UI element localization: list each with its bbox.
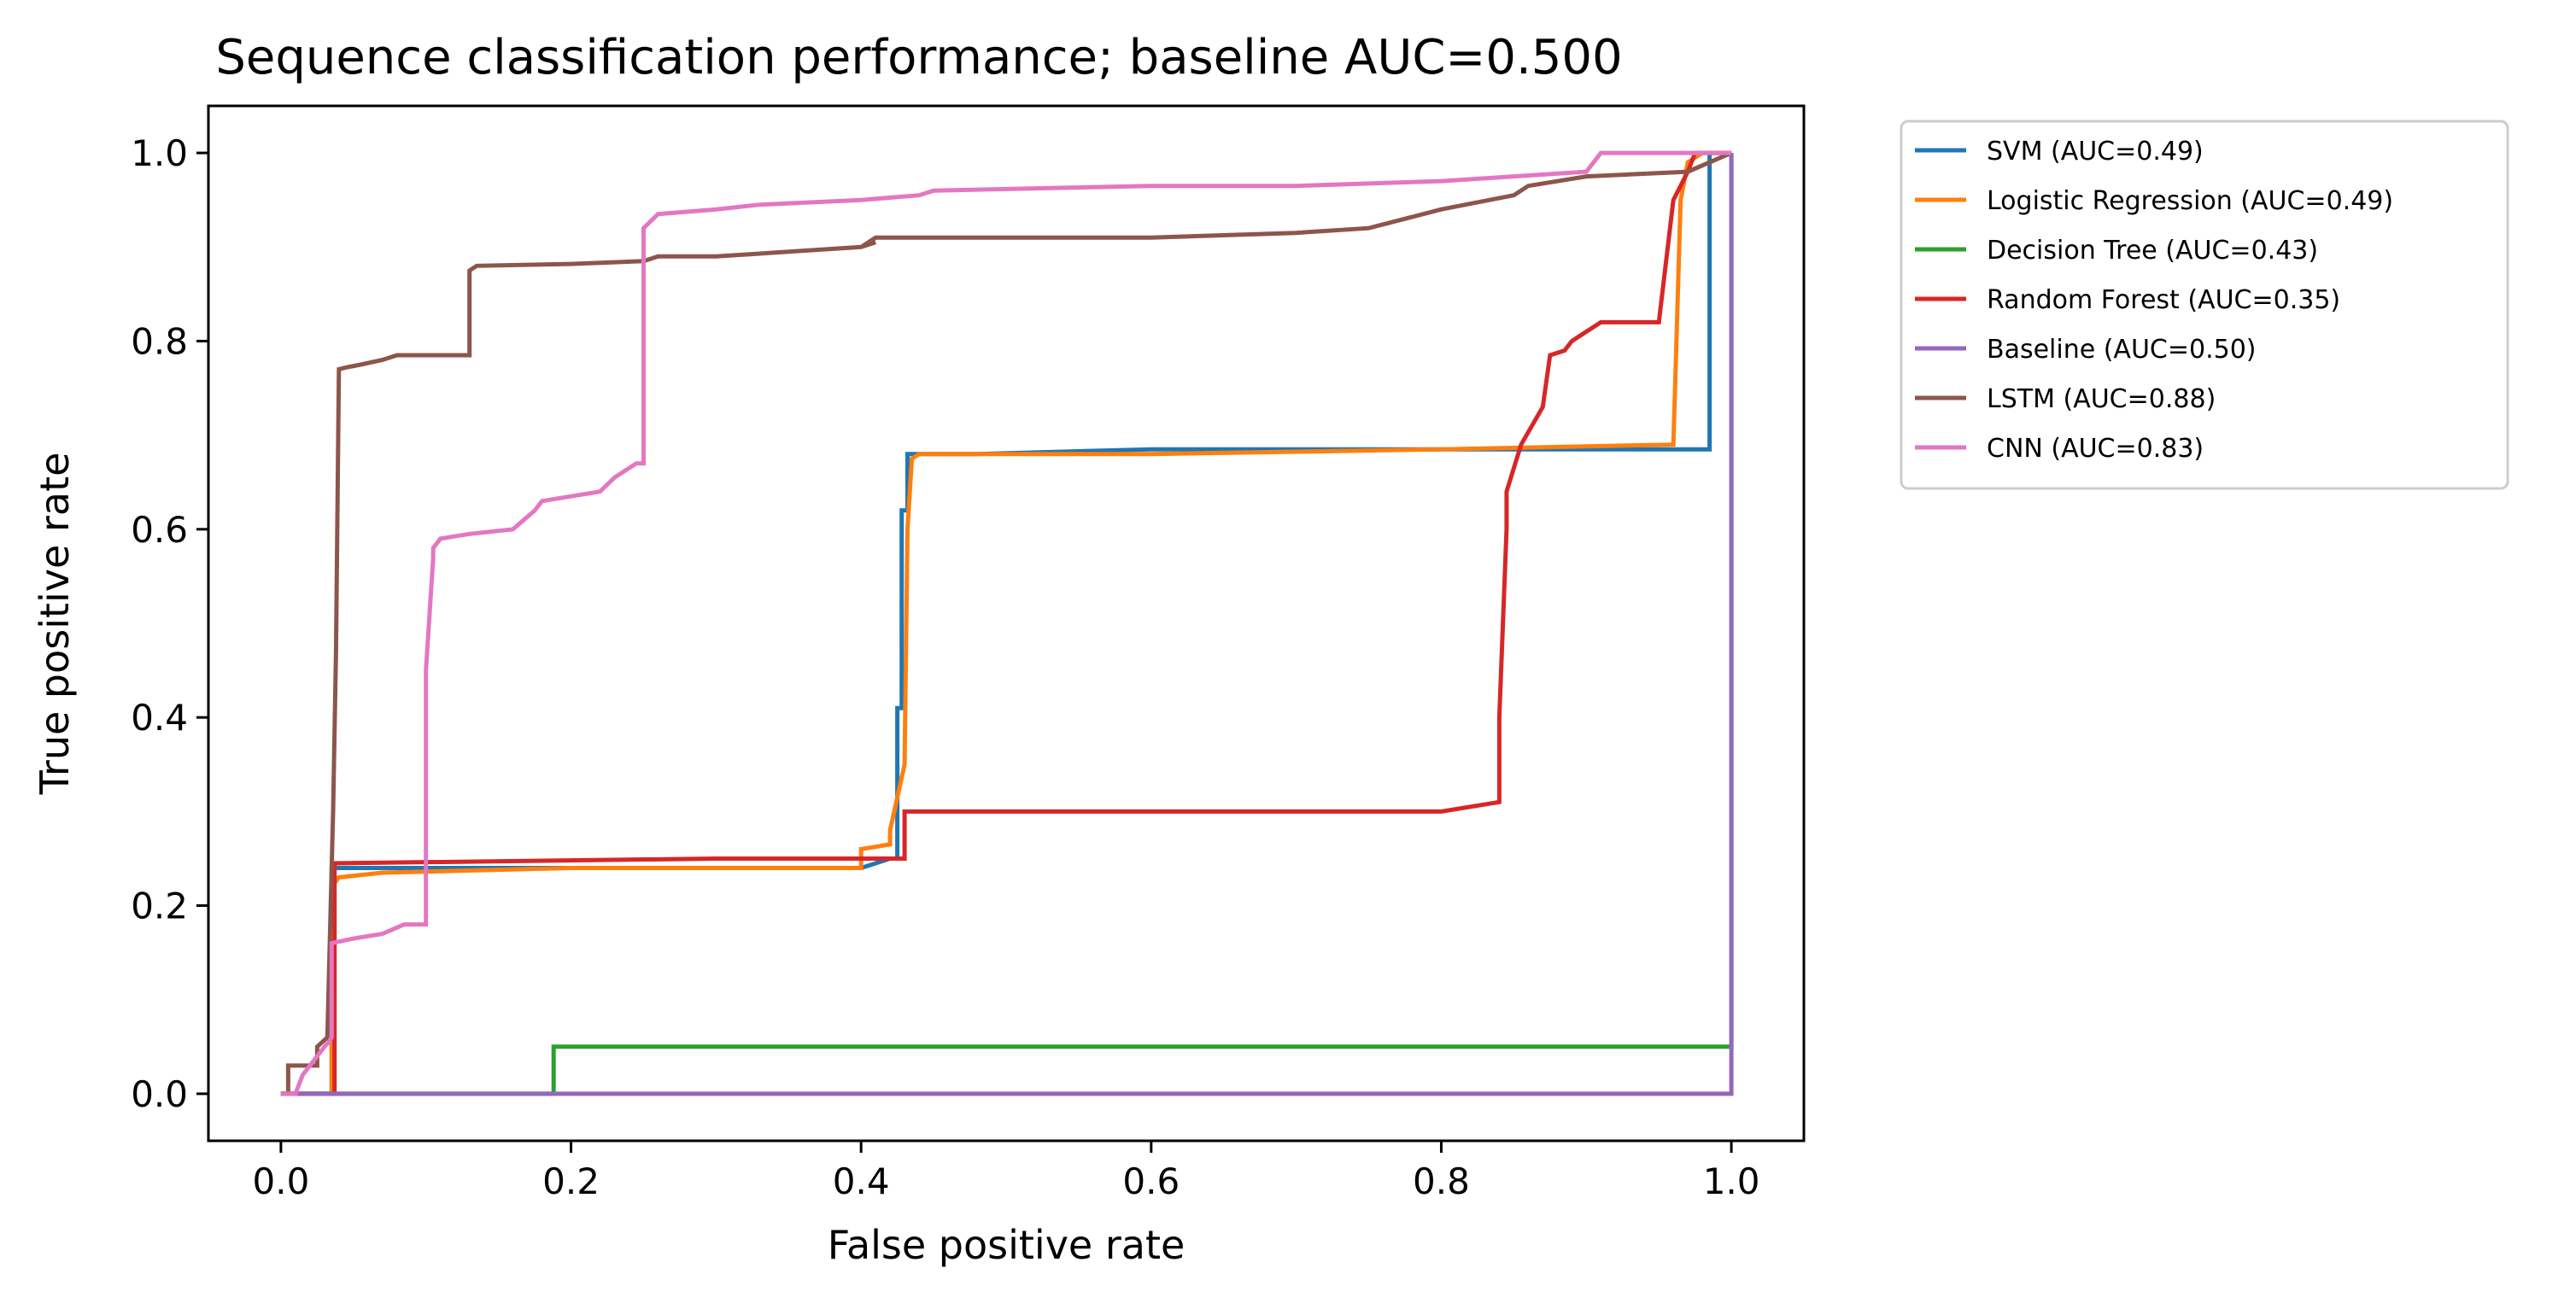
x-tick-label: 0.0 [253,1160,310,1202]
y-tick-label: 0.4 [131,697,188,739]
x-tick-label: 0.4 [833,1160,890,1202]
y-tick-label: 0.6 [131,509,188,551]
x-tick-label: 0.2 [542,1160,600,1202]
plot-frame [207,104,1806,1143]
series-line-4 [280,153,1734,1096]
plot-area [208,106,1804,1141]
y-tick-label: 1.0 [131,132,188,174]
legend-label-3: Random Forest (AUC=0.35) [1987,285,2340,315]
legend-label-1: Logistic Regression (AUC=0.49) [1987,186,2393,216]
series-line-3 [280,150,1732,1096]
y-tick-label: 0.8 [131,320,188,362]
series-layer [280,150,1734,1096]
x-tick-label: 0.8 [1413,1160,1470,1202]
legend-label-0: SVM (AUC=0.49) [1987,137,2204,167]
y-tick-label: 0.0 [131,1073,188,1115]
legend-label-6: CNN (AUC=0.83) [1987,434,2204,464]
legend-box [1900,120,2509,490]
series-line-1 [280,150,1732,1096]
legend: SVM (AUC=0.49) Logistic Regression (AUC=0… [1900,120,2509,490]
legend-label-4: Baseline (AUC=0.50) [1987,335,2257,365]
y-axis: 0.0 0.2 0.4 0.6 0.8 1.0 [131,132,208,1115]
x-tick-label: 0.6 [1122,1160,1180,1202]
legend-label-2: Decision Tree (AUC=0.43) [1987,236,2318,266]
x-tick-label: 1.0 [1703,1160,1760,1202]
legend-label-5: LSTM (AUC=0.88) [1987,384,2216,414]
x-axis-label: False positive rate [828,1222,1186,1268]
y-axis-label: True positive rate [32,453,78,796]
plot-background [208,106,1804,1141]
series-line-6 [280,150,1732,1096]
y-tick-label: 0.2 [131,885,188,927]
chart-title: Sequence classification performance; bas… [215,30,1622,85]
x-axis: 0.0 0.2 0.4 0.6 0.8 1.0 [253,1141,1760,1202]
